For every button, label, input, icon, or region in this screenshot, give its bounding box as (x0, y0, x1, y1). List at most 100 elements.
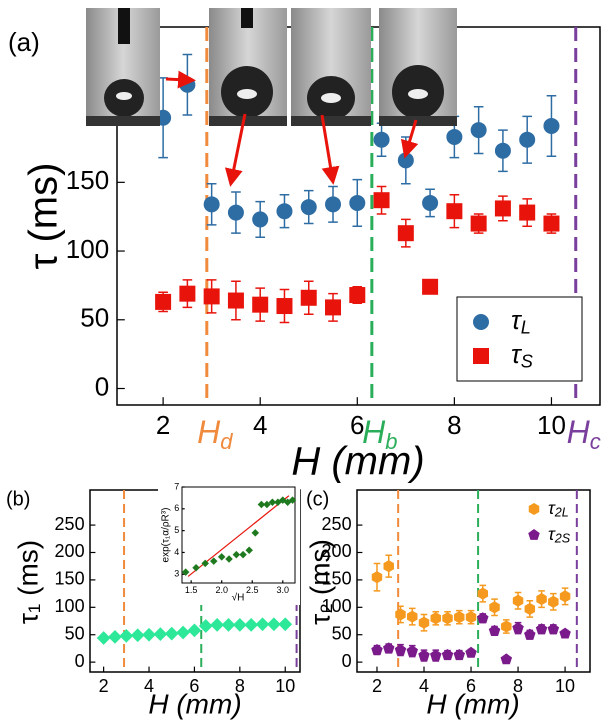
point (442, 612, 453, 625)
point (263, 500, 271, 509)
reference-label-main: H (362, 414, 386, 450)
inset-layer: 1.5 2.0 2.5 3.0 3 4 5 6 7 √H exp(τ₁α/ρR³) (161, 481, 297, 604)
point (198, 619, 213, 633)
point (488, 624, 501, 636)
point (430, 612, 441, 625)
reference-label-main: H (567, 414, 591, 450)
reference-label: Hd (197, 414, 233, 453)
point (465, 611, 477, 624)
photos (86, 8, 457, 126)
x-tick-label: 8 (235, 676, 245, 696)
point (543, 117, 560, 134)
point (536, 593, 547, 606)
point (559, 627, 571, 639)
point (257, 500, 266, 509)
arrows (165, 70, 419, 187)
point (217, 553, 226, 561)
point (325, 196, 342, 213)
legend-name: τ (548, 524, 556, 544)
legend-label: τ2L (548, 498, 569, 520)
point (494, 200, 511, 217)
point (227, 204, 244, 221)
point (453, 648, 466, 660)
point (446, 203, 463, 220)
point (108, 630, 122, 644)
point (543, 215, 560, 232)
y-axis-label: exp(τ₁α/ρR³) (161, 508, 172, 563)
x-tick-label: 1.5 (185, 585, 198, 595)
point (245, 546, 253, 555)
point (373, 192, 390, 209)
point (176, 625, 190, 640)
y-tick-label: 7 (174, 481, 179, 491)
legend-marker (528, 528, 540, 540)
point (300, 289, 317, 306)
x-tick-label: 4 (253, 410, 267, 440)
x-tick-label: 2.5 (246, 585, 259, 595)
y-tick-label: 4 (174, 547, 179, 557)
y-tick-label: 5 (174, 525, 179, 535)
legend-marker (473, 348, 489, 364)
panel-label: (c) (306, 488, 329, 510)
x-tick-label: 6 (350, 410, 364, 440)
point (239, 550, 247, 559)
point (225, 555, 233, 563)
point (276, 203, 293, 220)
y-tick-label: 150 (66, 165, 109, 195)
point (519, 204, 536, 221)
point (441, 648, 454, 660)
y-axis-label: τ (ms) (22, 163, 66, 270)
x-axis-label: H (mm) (426, 688, 519, 719)
legend-name: τ (511, 305, 523, 335)
point (371, 644, 383, 655)
point (252, 211, 269, 228)
y-tick-label: 200 (322, 541, 352, 561)
legend-name-sub: L (521, 317, 531, 337)
point (470, 122, 487, 139)
y-tick-label: 150 (322, 569, 352, 589)
point (130, 628, 145, 643)
panel-label: (b) (6, 488, 30, 510)
reference-label: Hb (362, 414, 397, 453)
x-tick-label: 6 (189, 676, 199, 696)
x-tick-label: 2 (372, 676, 382, 696)
point (221, 617, 236, 632)
x-tick-label: 2 (156, 410, 170, 440)
point (494, 142, 511, 159)
legend-frame (456, 296, 583, 382)
legend-marker (473, 314, 489, 330)
legend-name: τ (511, 339, 523, 369)
y-tick-label: 200 (55, 541, 85, 561)
y-tick-label: 0 (342, 651, 352, 671)
y-axis-label: τ₁ (ms) (12, 540, 43, 624)
reference-label-sub: d (220, 429, 233, 454)
point (397, 152, 414, 169)
panel-label: (a) (8, 27, 40, 57)
point (252, 296, 269, 313)
photo (209, 8, 287, 126)
y-tick-label: 50 (332, 623, 352, 643)
legend-label: τ2S (548, 524, 571, 546)
point (153, 627, 168, 642)
point (382, 642, 395, 654)
point (477, 612, 489, 624)
y-tick-label: 250 (322, 514, 352, 534)
x-tick-label: 3.0 (277, 585, 290, 595)
legend-marker (528, 502, 540, 516)
y-tick-label: 6 (174, 503, 179, 513)
y-tick-label: 50 (80, 303, 109, 333)
point (395, 608, 406, 621)
photo (291, 8, 371, 126)
point (349, 287, 366, 304)
point (446, 128, 463, 145)
point (524, 602, 536, 616)
x-axis-label: √H (232, 592, 245, 604)
point (477, 587, 489, 600)
y-tick-label: 150 (55, 569, 85, 589)
legend-label: τL (511, 305, 531, 337)
legend-name-sub: 2S (554, 532, 571, 546)
point (278, 617, 293, 632)
legend-name-sub: 2L (554, 506, 569, 520)
point (501, 620, 512, 633)
